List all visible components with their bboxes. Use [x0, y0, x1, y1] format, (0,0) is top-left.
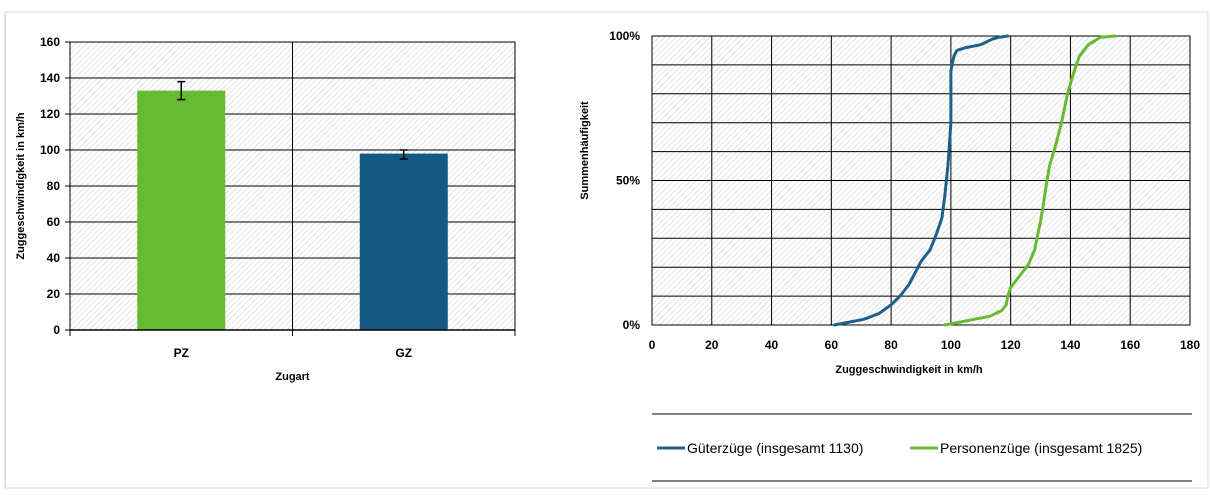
cdf-chart-gridlines: [651, 35, 1191, 326]
cdf-chart-xtick-label: 180: [1180, 338, 1200, 352]
legend-item-0: Güterzüge (insgesamt 1130): [657, 440, 863, 456]
cdf-chart-marks: [832, 34, 1117, 327]
cdf-series-0-line: [832, 34, 1010, 327]
cdf-chart-ytick-label: 0%: [623, 318, 641, 332]
cdf-chart-legend: Güterzüge (insgesamt 1130) Personenzüge (…: [652, 413, 1192, 482]
bar-chart-xlabel: Zugart: [275, 371, 310, 383]
cdf-chart-xtick-label: 20: [705, 338, 719, 352]
bar-chart-xtick-label: GZ: [395, 346, 412, 360]
cdf-chart-xtick-label: 100: [941, 338, 961, 352]
legend-label: Güterzüge (insgesamt 1130): [687, 440, 863, 456]
cdf-chart-xtick-label: 60: [825, 338, 839, 352]
bar-chart-ytick-label: 20: [47, 287, 61, 301]
bar-chart-marks: [137, 80, 448, 330]
bar-chart-axes: PZ GZ 0 20 40 60 80 100 120 140 160: [40, 35, 516, 360]
bar-chart-ytick-label: 140: [40, 71, 60, 85]
legend-label: Personenzüge (insgesamt 1825): [940, 440, 1142, 456]
cdf-chart-ylabel: Summenhäufigkeit: [579, 101, 591, 200]
cdf-chart-axes: 0 20 40 60 80 100 120 140 160 180 0% 50% 100%: [609, 29, 1200, 352]
figure-frame-left: [5, 12, 6, 488]
bar-chart-ylabel: Zuggeschwindigkeit in km/h: [15, 112, 27, 260]
bar-chart-ytick-label: 120: [40, 107, 60, 121]
bar-chart-ytick-label: 60: [47, 215, 61, 229]
cdf-chart-xtick-label: 40: [765, 338, 779, 352]
error-bar-pz: [177, 80, 186, 101]
bar-chart-ytick-label: 100: [40, 143, 60, 157]
bar-chart-xtick-label: PZ: [174, 346, 189, 360]
bar-chart-ytick-label: 0: [53, 323, 60, 337]
bar-pz: [137, 90, 226, 330]
cdf-chart: 0 20 40 60 80 100 120 140 160 180 0% 50% 100% Zugges…: [579, 29, 1200, 482]
legend-item-1: Personenzüge (insgesamt 1825): [910, 440, 1142, 456]
cdf-chart-ytick-label: 100%: [609, 29, 640, 43]
cdf-chart-xtick-label: 80: [884, 338, 898, 352]
bar-chart-ytick-label: 40: [47, 251, 61, 265]
cdf-chart-xtick-label: 120: [1001, 338, 1021, 352]
error-bar-gz: [399, 149, 408, 160]
bar-chart: PZ GZ 0 20 40 60 80 100 120 140 160 Zugart Zuggesc…: [15, 35, 516, 383]
cdf-chart-xtick-label: 160: [1120, 338, 1140, 352]
cdf-chart-xtick-label: 0: [649, 338, 656, 352]
bar-chart-ytick-label: 80: [47, 179, 61, 193]
cdf-chart-xtick-label: 140: [1060, 338, 1080, 352]
cdf-chart-ytick-label: 50%: [616, 174, 640, 188]
cdf-chart-xlabel: Zuggeschwindigkeit in km/h: [835, 364, 983, 376]
bar-gz: [359, 153, 448, 330]
bar-chart-ytick-label: 160: [40, 35, 60, 49]
cdf-series-1-line: [943, 34, 1117, 327]
